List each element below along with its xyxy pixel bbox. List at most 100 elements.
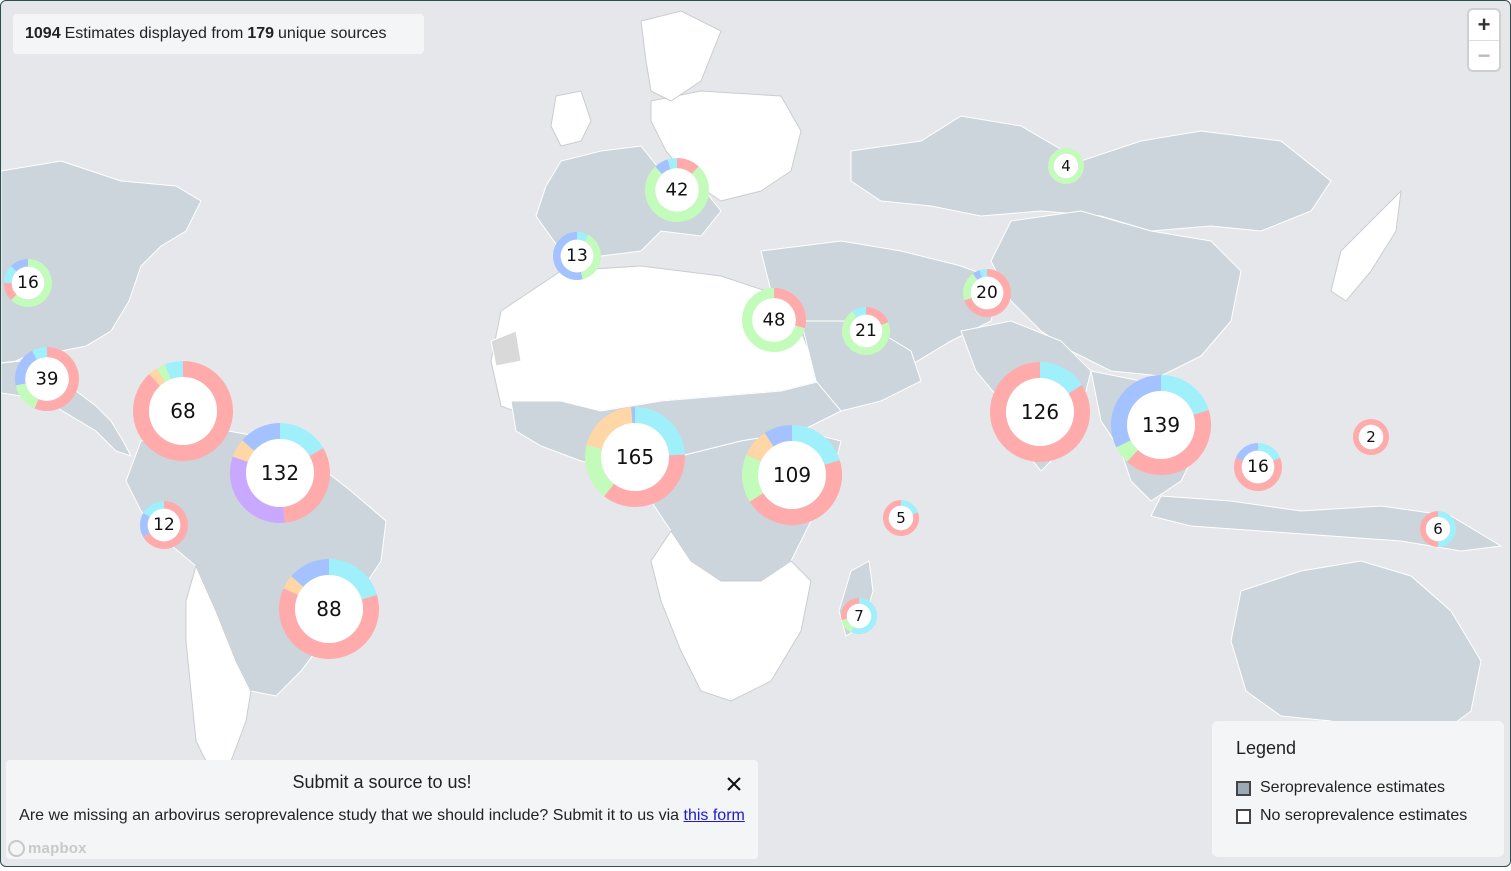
land-southern-africa[interactable] (650, 530, 812, 702)
cluster-marker[interactable]: 6 (1420, 511, 1456, 547)
cluster-marker[interactable]: 88 (279, 559, 379, 659)
estimates-text: Estimates displayed from (64, 25, 244, 42)
cluster-count: 48 (763, 310, 786, 331)
land-western-sahara[interactable] (490, 330, 522, 367)
legend-item-label: No seroprevalence estimates (1260, 807, 1468, 824)
cluster-marker[interactable]: 16 (1234, 443, 1282, 491)
cluster-center (846, 603, 872, 629)
cluster-segment (32, 347, 48, 360)
land-uk[interactable] (550, 90, 592, 147)
land-china[interactable] (990, 210, 1242, 377)
cluster-count: 7 (854, 607, 864, 625)
cluster-segment (655, 159, 671, 175)
zoom-in-button[interactable]: + (1477, 12, 1491, 37)
cluster-segment (140, 513, 151, 537)
cluster-center (752, 298, 796, 342)
cluster-segment (283, 576, 304, 596)
cluster-count: 16 (1247, 457, 1269, 477)
cluster-marker[interactable]: 139 (1111, 375, 1211, 475)
cluster-marker[interactable]: 5 (883, 500, 919, 536)
cluster-center (1358, 424, 1384, 450)
cluster-count: 12 (153, 515, 175, 535)
submit-form-link[interactable]: this form (683, 807, 745, 824)
cluster-center (246, 439, 314, 507)
submit-source-panel: Submit a source to us! Are we missing an… (6, 760, 758, 859)
cluster-segment (667, 158, 678, 170)
cluster-marker[interactable]: 39 (15, 347, 79, 411)
cluster-segment (230, 456, 285, 523)
cluster-segment (604, 454, 685, 507)
cluster-segment (972, 270, 983, 280)
close-icon[interactable] (724, 774, 744, 794)
cluster-segment (232, 440, 255, 463)
cluster-marker[interactable]: 165 (585, 407, 685, 507)
cluster-marker[interactable]: 21 (842, 307, 890, 355)
cluster-center (25, 357, 69, 401)
zoom-out-button[interactable]: − (1469, 40, 1499, 70)
cluster-marker[interactable]: 12 (140, 501, 188, 549)
cluster-segment (143, 501, 188, 549)
cluster-marker[interactable]: 42 (645, 158, 709, 222)
cluster-segment (143, 501, 165, 518)
cluster-segment (586, 407, 633, 450)
cluster-marker[interactable]: 68 (133, 361, 233, 461)
cluster-segment (851, 598, 877, 634)
mapbox-logo[interactable]: mapbox (8, 838, 87, 858)
cluster-marker[interactable]: 109 (742, 425, 842, 525)
cluster-segment (963, 273, 978, 301)
cluster-segment (841, 618, 854, 633)
land-russia[interactable] (850, 115, 1332, 232)
cluster-count: 2 (1366, 428, 1376, 446)
cluster-segment (676, 158, 699, 175)
cluster-count: 109 (773, 463, 811, 487)
cluster-count: 21 (855, 321, 877, 341)
cluster-segment (580, 234, 601, 280)
cluster-marker[interactable]: 48 (742, 288, 806, 352)
cluster-segment (1039, 362, 1082, 394)
cluster-segment (149, 368, 166, 386)
cluster-segment (11, 259, 52, 307)
cluster-marker[interactable]: 126 (990, 362, 1090, 462)
cluster-segment (764, 425, 793, 447)
cluster-segment (1160, 375, 1209, 416)
cluster-segment (749, 460, 842, 525)
cluster-marker[interactable]: 20 (963, 269, 1011, 317)
cluster-count: 39 (36, 369, 59, 390)
cluster-segment (576, 232, 589, 242)
cluster-marker[interactable]: 2 (1353, 419, 1390, 456)
cluster-center (1241, 450, 1275, 484)
land-japan[interactable] (1330, 189, 1402, 302)
cluster-segment (1257, 443, 1281, 462)
cluster-marker[interactable]: 16 (4, 259, 52, 307)
cluster-count: 42 (666, 180, 689, 201)
cluster-segment (1116, 439, 1139, 462)
legend-item-no-seroprevalence: No seroprevalence estimates (1236, 807, 1467, 825)
cluster-segment (746, 433, 774, 462)
cluster-marker[interactable]: 132 (230, 423, 330, 523)
cluster-segment (1048, 148, 1085, 185)
cluster-segment (634, 407, 685, 456)
legend-item-seroprevalence: Seroprevalence estimates (1236, 779, 1445, 797)
cluster-count: 139 (1142, 413, 1180, 437)
cluster-count: 6 (1433, 520, 1443, 538)
submit-panel-text: Are we missing an arbovirus seroprevalen… (14, 804, 750, 828)
cluster-segment (156, 364, 171, 383)
cluster-center (1425, 516, 1451, 542)
cluster-segment (900, 500, 919, 515)
legend-swatch-no-seroprevalence (1236, 808, 1251, 824)
cluster-marker[interactable]: 7 (841, 598, 877, 634)
cluster-marker[interactable]: 4 (1048, 148, 1085, 185)
cluster-center (295, 575, 363, 643)
cluster-center (560, 239, 594, 273)
cluster-marker[interactable]: 13 (553, 232, 601, 280)
cluster-count: 132 (261, 461, 299, 485)
cluster-segment (15, 383, 39, 409)
cluster-segment (279, 423, 324, 457)
land-western-europe[interactable] (535, 145, 722, 257)
sources-count: 179 (247, 25, 275, 42)
cluster-segment (1353, 419, 1390, 456)
land-scandinavia[interactable] (640, 10, 722, 102)
land-indonesia[interactable] (1150, 495, 1503, 552)
